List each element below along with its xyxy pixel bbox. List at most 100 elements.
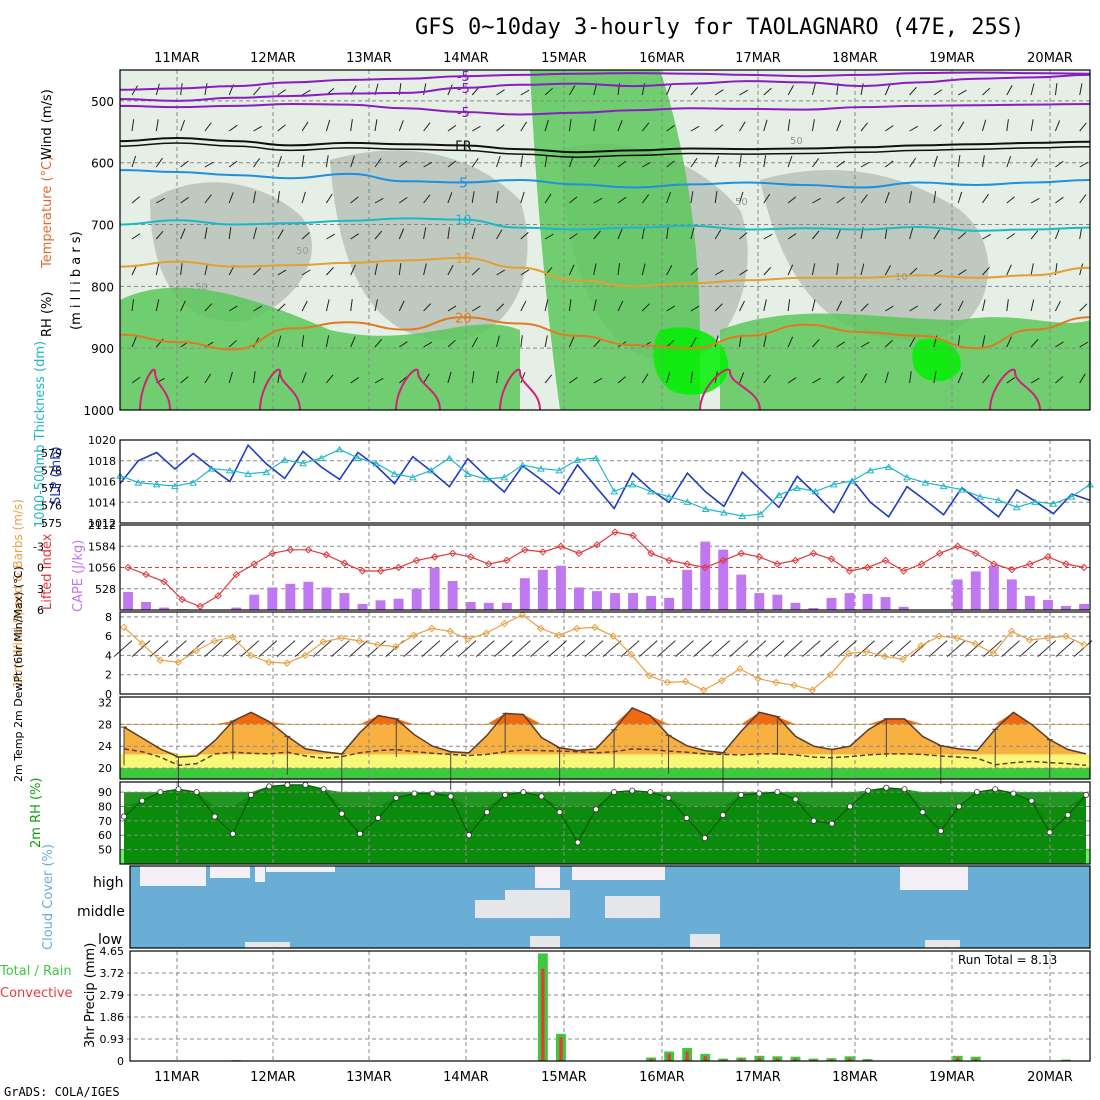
x-tick-label-top: 19MAR [929, 51, 975, 66]
rh-point [1064, 812, 1071, 819]
panel-frame [119, 524, 1091, 611]
wind-barb [180, 197, 189, 204]
wind-barb [1030, 339, 1039, 348]
wind-barb [277, 191, 280, 204]
wind-speed-point [989, 649, 998, 658]
rh-point [338, 810, 345, 817]
wind-speed-point [1062, 632, 1070, 640]
rh-tick-label: 50 [98, 844, 112, 857]
wind-speed-point [1007, 627, 1016, 636]
wind-barb [155, 230, 164, 240]
lifted-index-point [467, 553, 475, 561]
cloud-high-gap [140, 866, 206, 886]
wind-barb [617, 376, 626, 384]
wind-barb [374, 230, 383, 240]
wind-barb [544, 299, 549, 312]
wind-barb [520, 191, 525, 204]
wind-barb [228, 305, 238, 312]
wind-barb [277, 335, 282, 348]
wind-barb [811, 119, 815, 132]
isotherm-25-contour [499, 368, 541, 411]
thickness-point [903, 473, 911, 481]
thickness-point [610, 487, 619, 495]
wind-barb [593, 263, 597, 276]
wind-barb [398, 300, 405, 312]
wind-barb [787, 155, 793, 168]
wind-barb [1079, 122, 1087, 132]
cape-bar [754, 593, 765, 610]
wind-barb [860, 341, 870, 348]
precip-tick-label: 2.79 [100, 989, 125, 1002]
wind-speed-point [736, 665, 744, 673]
wind-barb [168, 640, 187, 658]
isotherm-line [119, 73, 1091, 102]
wind-barb [204, 303, 213, 312]
wind-barb [496, 89, 505, 96]
lifted-index-point [557, 542, 565, 550]
rh-point [211, 813, 218, 820]
wind-barb [690, 267, 699, 276]
wind-barb [325, 119, 331, 132]
wind-barb [714, 124, 724, 132]
rh-point [502, 791, 509, 798]
wind-speed-point [283, 659, 291, 667]
wind-barb [812, 230, 820, 240]
wind-barb [763, 193, 771, 204]
rh-region [330, 150, 528, 341]
x-tick-label-bottom: 15MAR [541, 1070, 587, 1085]
wind-barb [983, 640, 1002, 658]
wind-barb [520, 269, 530, 276]
lifted-index-point [845, 567, 854, 575]
isotherm-line [119, 102, 1091, 116]
cape-bar [321, 587, 332, 610]
cape-bar [519, 578, 530, 610]
wind-barb [349, 640, 368, 658]
wind-speed-point [935, 632, 943, 640]
thickness-point [152, 480, 161, 488]
thickness-tick-label: 577 [41, 482, 62, 495]
wind-speed-point [373, 641, 382, 649]
wind-barb [180, 300, 186, 312]
pressure-tick-label: 1000 [83, 404, 114, 418]
cape-bar [664, 597, 675, 610]
thickness-point [1067, 493, 1076, 500]
wind-barb [228, 124, 238, 132]
wind-barb [544, 119, 549, 132]
wind-barb [301, 372, 307, 384]
wind-tick-label: 8 [105, 611, 112, 624]
wind-speed-point [1025, 636, 1034, 644]
wind-speed-point [1044, 634, 1052, 642]
wind-barb [544, 155, 548, 168]
rh-point [665, 794, 672, 801]
cloud-axis-label: Cloud Cover (%) [41, 844, 56, 950]
wind-barb [729, 640, 749, 658]
wind-barb [763, 233, 773, 240]
wind-speed-point [754, 674, 762, 683]
wind-barb [277, 269, 287, 276]
wind-barb [801, 640, 821, 658]
wind-barb [1006, 155, 1012, 168]
lifted-index-tick-label: 0 [37, 562, 44, 575]
x-tick-label-bottom: 14MAR [443, 1070, 489, 1085]
wind-barb [512, 640, 531, 658]
pressure-tick-label: 500 [91, 95, 114, 109]
x-tick-label-top: 18MAR [832, 51, 878, 66]
thickness-point [280, 456, 289, 463]
thickness-point [665, 493, 673, 500]
wind-speed-point [555, 631, 563, 639]
cape-bar [123, 591, 133, 610]
wind-barb [240, 640, 260, 658]
wind-barb [885, 305, 894, 312]
wind-barb [884, 339, 894, 348]
wind-barb [666, 339, 675, 348]
wind-barb [131, 336, 137, 348]
wind-barb [946, 640, 966, 658]
rh-point [266, 783, 273, 790]
wind-barb [641, 122, 650, 132]
wind-barb [496, 269, 505, 276]
wind-barb [860, 303, 869, 312]
wind-barb [812, 197, 821, 204]
lifted-index-point [575, 549, 583, 558]
wind-barb [884, 371, 889, 384]
